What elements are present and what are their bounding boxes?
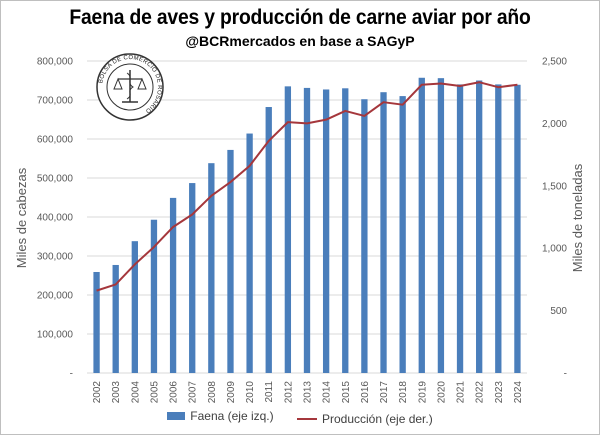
x-axis-tick-label: 2004 — [130, 381, 141, 404]
x-axis-tick-label: 2015 — [341, 381, 352, 404]
bar-faena-2003 — [112, 264, 119, 373]
bar-faena-2012 — [284, 86, 292, 373]
left-axis-tick-label: 800,000 — [37, 57, 74, 68]
x-axis-tick-label: 2014 — [322, 381, 333, 404]
bar-faena-2017 — [380, 92, 387, 373]
legend-line-swatch — [296, 418, 317, 420]
legend-item-faena: Faena (eje izq.) — [167, 409, 274, 423]
bar-faena-2005 — [150, 219, 158, 373]
left-axis-ticks: - 100,000 200,000 300,000 400,000 500,000 600,… — [37, 57, 74, 380]
bar-faena-2020 — [437, 78, 445, 373]
bar-faena-2024 — [514, 84, 521, 373]
chart-subtitle: @BCRmercados en base a SAGyP — [185, 33, 415, 49]
bar-faena-2015 — [342, 88, 349, 374]
bar-faena-2013 — [303, 87, 311, 373]
x-axis-tick-label: 2005 — [149, 381, 160, 404]
x-axis-tick-label: 2008 — [207, 381, 218, 404]
left-axis-tick-label: 400,000 — [37, 213, 74, 224]
left-axis-tick-label: 300,000 — [37, 252, 74, 263]
bar-faena-2021 — [456, 84, 464, 374]
left-axis-tick-label: - — [70, 369, 73, 380]
x-axis-tick-label: 2011 — [264, 381, 275, 403]
x-axis-tick-label: 2003 — [111, 381, 122, 404]
right-axis-tick-label: 2,000 — [542, 119, 567, 130]
left-axis-tick-label: 500,000 — [37, 174, 74, 185]
chart-title: Faena de aves y producción de carne avia… — [69, 6, 531, 29]
bar-faena-2011 — [265, 107, 272, 374]
bar-faena-2007 — [189, 183, 196, 373]
bar-faena-2010 — [246, 133, 253, 373]
x-axis-tick-label: 2022 — [475, 381, 486, 404]
bar-faena-2006 — [169, 197, 177, 373]
legend-label-faena: Faena (eje izq.) — [190, 409, 274, 423]
right-axis-title: Miles de toneladas — [570, 163, 585, 272]
x-axis-tick-label: 2024 — [513, 381, 524, 404]
right-axis-tick-label: 500 — [550, 306, 567, 317]
bar-faena-2004 — [131, 241, 138, 373]
chart-legend: Faena (eje izq.) Producción (eje der.) — [0, 409, 600, 426]
x-axis-tick-label: 2021 — [456, 381, 467, 404]
bar-faena-2002 — [93, 271, 100, 373]
x-axis-tick-label: 2016 — [360, 381, 371, 404]
bar-series — [93, 77, 521, 374]
bar-faena-2018 — [399, 96, 406, 373]
legend-item-produccion: Producción (eje der.) — [296, 412, 433, 426]
x-axis-tick-label: 2002 — [92, 381, 103, 404]
x-axis-tick-label: 2009 — [226, 381, 237, 404]
left-axis-tick-label: 700,000 — [37, 96, 74, 107]
bar-faena-2023 — [495, 84, 502, 374]
x-axis-ticks: 2002 2003 2004 2005 2006 2007 2008 2009 2010 2011… — [92, 381, 524, 404]
x-axis-tick-label: 2006 — [169, 381, 180, 404]
line-series — [96, 81, 518, 292]
left-axis-tick-label: 600,000 — [37, 135, 74, 146]
bar-faena-2008 — [208, 163, 215, 373]
x-axis-tick-label: 2019 — [417, 381, 428, 404]
right-axis-tick-label: - — [564, 369, 567, 380]
bcr-logo-seal: BOLSA DE COMERCIO DE ROSARIO — [96, 53, 164, 121]
bar-faena-2009 — [227, 149, 234, 373]
left-axis-title: Miles de cabezas — [14, 167, 29, 268]
x-axis-tick-label: 2023 — [494, 381, 505, 404]
x-axis-tick-label: 2020 — [436, 381, 447, 404]
legend-bar-swatch — [167, 412, 186, 420]
right-axis-tick-label: 2,500 — [542, 57, 567, 68]
bar-faena-2016 — [361, 99, 368, 373]
bar-faena-2014 — [322, 89, 330, 373]
right-axis-tick-label: 1,000 — [542, 244, 567, 255]
right-axis-tick-label: 1,500 — [542, 181, 567, 192]
x-axis-tick-label: 2018 — [398, 381, 409, 404]
x-axis-tick-label: 2017 — [379, 381, 390, 404]
left-axis-tick-label: 100,000 — [37, 330, 74, 341]
bar-faena-2019 — [418, 77, 425, 374]
x-axis-tick-label: 2013 — [303, 381, 314, 404]
left-axis-tick-label: 200,000 — [37, 291, 74, 302]
x-axis-tick-label: 2010 — [245, 381, 256, 404]
x-axis-tick-label: 2007 — [188, 381, 199, 404]
legend-label-produccion: Producción (eje der.) — [321, 412, 433, 426]
x-axis-tick-label: 2012 — [283, 381, 294, 404]
right-axis-ticks: - 500 1,000 1,500 2,000 2,500 — [542, 57, 567, 380]
bar-faena-2022 — [476, 80, 483, 373]
